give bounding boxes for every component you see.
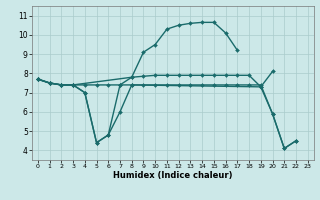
X-axis label: Humidex (Indice chaleur): Humidex (Indice chaleur)	[113, 171, 233, 180]
